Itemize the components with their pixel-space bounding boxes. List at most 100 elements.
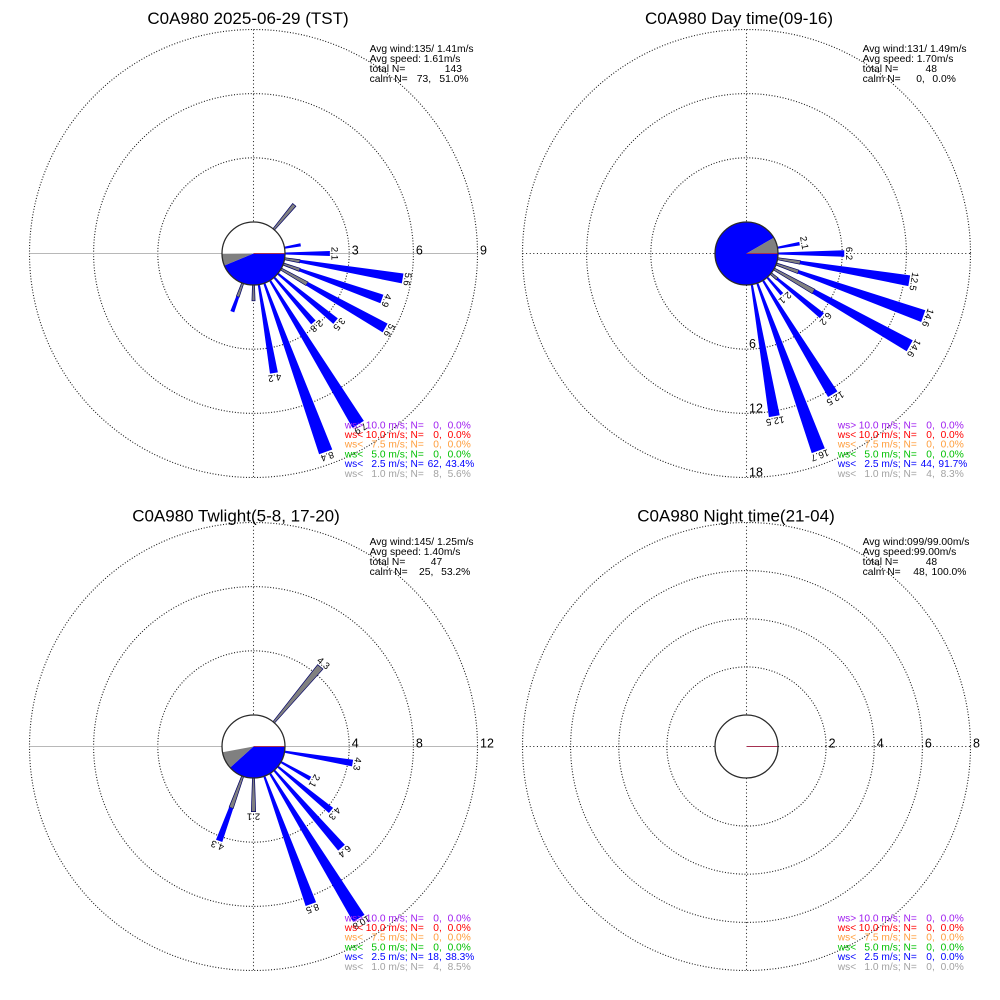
- svg-text:ws<: ws<: [837, 449, 856, 460]
- svg-text:0.0%: 0.0%: [941, 962, 964, 973]
- svg-text:9: 9: [480, 243, 487, 257]
- svg-text:1.0 m/s; N=: 1.0 m/s; N=: [864, 962, 916, 973]
- svg-text:C0A980 Night time(21-04): C0A980 Night time(21-04): [637, 507, 834, 526]
- svg-text:0.0%: 0.0%: [448, 440, 471, 451]
- svg-text:5.6: 5.6: [400, 272, 413, 287]
- svg-text:91.7%: 91.7%: [938, 459, 967, 470]
- svg-text:4,: 4,: [926, 469, 935, 480]
- svg-text:0.0%: 0.0%: [448, 913, 471, 924]
- svg-text:ws<: ws<: [837, 952, 856, 963]
- svg-text:ws<: ws<: [837, 923, 856, 934]
- svg-text:73,: 73,: [417, 74, 431, 85]
- svg-text:48,: 48,: [913, 567, 927, 578]
- svg-text:0.0%: 0.0%: [448, 449, 471, 460]
- svg-text:0,: 0,: [916, 74, 925, 85]
- svg-text:62,: 62,: [428, 459, 442, 470]
- svg-text:8: 8: [416, 736, 423, 750]
- svg-text:2.5 m/s; N=: 2.5 m/s; N=: [864, 952, 916, 963]
- svg-text:10.0 m/s; N=: 10.0 m/s; N=: [366, 430, 424, 441]
- svg-text:calm N=: calm N=: [370, 567, 408, 578]
- svg-text:4,: 4,: [433, 962, 442, 973]
- svg-text:1.0 m/s; N=: 1.0 m/s; N=: [371, 962, 423, 973]
- svg-text:0,: 0,: [433, 923, 442, 934]
- svg-text:C0A980 Day time(09-16): C0A980 Day time(09-16): [645, 9, 833, 28]
- svg-text:47: 47: [431, 557, 443, 568]
- svg-text:6: 6: [925, 736, 932, 750]
- svg-text:3: 3: [352, 243, 359, 257]
- svg-text:48: 48: [926, 557, 938, 568]
- svg-text:1.0 m/s; N=: 1.0 m/s; N=: [864, 469, 916, 480]
- svg-text:2.1: 2.1: [797, 235, 810, 250]
- svg-text:10.0 m/s; N=: 10.0 m/s; N=: [859, 430, 917, 441]
- svg-text:ws<: ws<: [837, 440, 856, 451]
- svg-text:0.0%: 0.0%: [941, 449, 964, 460]
- svg-text:0.0%: 0.0%: [932, 74, 955, 85]
- svg-text:0.0%: 0.0%: [941, 952, 964, 963]
- svg-text:0.0%: 0.0%: [941, 942, 964, 953]
- svg-text:10.0 m/s; N=: 10.0 m/s; N=: [859, 420, 917, 431]
- svg-text:4.9: 4.9: [378, 292, 393, 308]
- svg-text:C0A980 Twlight(5-8, 17-20): C0A980 Twlight(5-8, 17-20): [132, 507, 340, 526]
- svg-text:2.5 m/s; N=: 2.5 m/s; N=: [371, 952, 423, 963]
- svg-text:4: 4: [352, 736, 359, 750]
- svg-text:0,: 0,: [926, 420, 935, 431]
- svg-text:C0A980 2025-06-29 (TST): C0A980 2025-06-29 (TST): [147, 9, 348, 28]
- svg-text:8.3%: 8.3%: [941, 469, 964, 480]
- svg-text:ws<: ws<: [344, 449, 363, 460]
- svg-text:53.2%: 53.2%: [441, 567, 470, 578]
- svg-text:0,: 0,: [433, 420, 442, 431]
- svg-text:2.5 m/s; N=: 2.5 m/s; N=: [864, 459, 916, 470]
- svg-text:0,: 0,: [433, 933, 442, 944]
- svg-text:Avg speed:99.00m/s: Avg speed:99.00m/s: [863, 547, 957, 558]
- svg-text:8.4: 8.4: [319, 448, 335, 463]
- svg-text:5.0 m/s; N=: 5.0 m/s; N=: [864, 942, 916, 953]
- svg-text:ws>: ws>: [837, 420, 856, 431]
- svg-text:Avg wind:131/ 1.49m/s: Avg wind:131/ 1.49m/s: [863, 44, 967, 55]
- svg-text:2.5 m/s; N=: 2.5 m/s; N=: [371, 459, 423, 470]
- svg-text:calm N=: calm N=: [370, 74, 408, 85]
- svg-text:calm N=: calm N=: [863, 74, 901, 85]
- svg-text:0.0%: 0.0%: [941, 440, 964, 451]
- svg-text:0,: 0,: [926, 449, 935, 460]
- svg-text:0,: 0,: [926, 430, 935, 441]
- svg-text:6: 6: [416, 243, 423, 257]
- svg-text:ws<: ws<: [344, 430, 363, 441]
- svg-text:ws<: ws<: [344, 459, 363, 470]
- svg-text:12.5: 12.5: [906, 271, 920, 291]
- svg-text:51.0%: 51.0%: [439, 74, 468, 85]
- svg-text:ws>: ws>: [837, 913, 856, 924]
- svg-text:6: 6: [749, 337, 756, 351]
- svg-text:total N=: total N=: [370, 557, 406, 568]
- svg-text:0.0%: 0.0%: [448, 942, 471, 953]
- svg-text:Avg wind:135/ 1.41m/s: Avg wind:135/ 1.41m/s: [370, 44, 474, 55]
- svg-text:ws<: ws<: [837, 469, 856, 480]
- svg-text:ws>: ws>: [344, 420, 363, 431]
- svg-text:2: 2: [829, 736, 836, 750]
- svg-text:ws<: ws<: [344, 469, 363, 480]
- svg-text:calm N=: calm N=: [863, 567, 901, 578]
- svg-text:0,: 0,: [926, 933, 935, 944]
- svg-text:8: 8: [973, 736, 980, 750]
- svg-text:0.0%: 0.0%: [941, 430, 964, 441]
- svg-text:Avg speed: 1.40m/s: Avg speed: 1.40m/s: [370, 547, 461, 558]
- svg-text:0.0%: 0.0%: [448, 923, 471, 934]
- svg-text:4.3: 4.3: [350, 756, 363, 771]
- svg-text:ws<: ws<: [837, 942, 856, 953]
- svg-text:ws>: ws>: [344, 913, 363, 924]
- svg-text:100.0%: 100.0%: [932, 567, 967, 578]
- svg-text:Avg wind:145/ 1.25m/s: Avg wind:145/ 1.25m/s: [370, 537, 474, 548]
- svg-text:143: 143: [445, 64, 462, 75]
- svg-text:0,: 0,: [926, 913, 935, 924]
- svg-text:Avg speed: 1.70m/s: Avg speed: 1.70m/s: [863, 54, 954, 65]
- svg-text:12.5: 12.5: [765, 413, 785, 427]
- svg-text:43.4%: 43.4%: [445, 459, 474, 470]
- svg-text:25,: 25,: [419, 567, 433, 578]
- svg-text:0,: 0,: [433, 440, 442, 451]
- svg-text:0,: 0,: [433, 913, 442, 924]
- svg-text:4: 4: [877, 736, 884, 750]
- svg-text:7.5 m/s; N=: 7.5 m/s; N=: [864, 440, 916, 451]
- svg-text:0,: 0,: [926, 923, 935, 934]
- svg-text:10.0 m/s; N=: 10.0 m/s; N=: [366, 913, 424, 924]
- svg-text:0.0%: 0.0%: [448, 430, 471, 441]
- svg-text:44,: 44,: [921, 459, 935, 470]
